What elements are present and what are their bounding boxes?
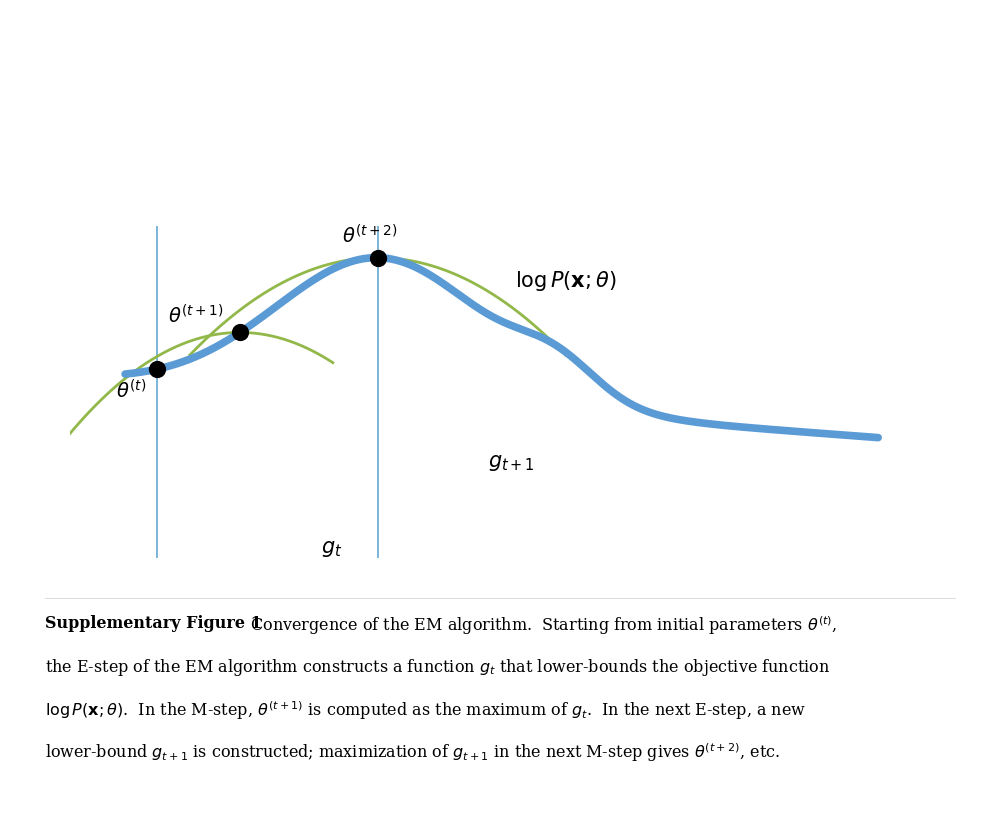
Text: Supplementary Figure 1: Supplementary Figure 1 <box>45 615 262 632</box>
Text: $\mathrm{log}\,P(\mathbf{x};\theta)$.  In the M-step, $\theta^{(t+1)}$ is comput: $\mathrm{log}\,P(\mathbf{x};\theta)$. In… <box>45 699 806 722</box>
Point <box>232 326 248 339</box>
Text: $g_t$: $g_t$ <box>321 539 342 559</box>
Text: $\theta^{(t+2)}$: $\theta^{(t+2)}$ <box>342 224 398 247</box>
Text: $\theta^{(t+1)}$: $\theta^{(t+1)}$ <box>168 304 223 328</box>
Text: $\theta^{(t)}$: $\theta^{(t)}$ <box>116 379 146 403</box>
Text: lower-bound $\mathit{g}_{t+1}$ is constructed; maximization of $\mathit{g}_{t+1}: lower-bound $\mathit{g}_{t+1}$ is constr… <box>45 742 780 764</box>
Text: Convergence of the EM algorithm.  Starting from initial parameters $\theta^{(t)}: Convergence of the EM algorithm. Startin… <box>240 615 837 637</box>
Point <box>370 252 386 265</box>
Text: $g_{t+1}$: $g_{t+1}$ <box>488 453 535 473</box>
Text: the E-step of the EM algorithm constructs a function $\mathit{g}_t$ that lower-b: the E-step of the EM algorithm construct… <box>45 657 830 678</box>
Text: $\mathrm{log}\,P(\mathbf{x};\theta)$: $\mathrm{log}\,P(\mathbf{x};\theta)$ <box>515 269 617 292</box>
Point <box>149 362 165 375</box>
